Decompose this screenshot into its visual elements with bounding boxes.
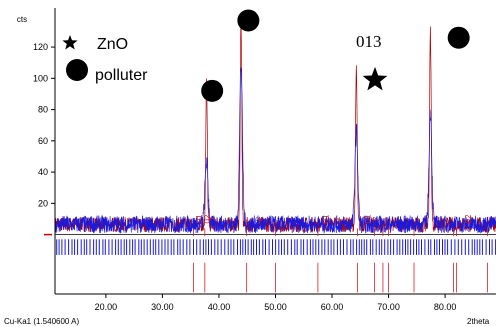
label-layer: ZnO polluter 013 [62,9,470,102]
y-tick-label: 100 [33,73,48,83]
x-tick-label: 30.00 [151,302,174,312]
x-tick-label: 70.00 [377,302,400,312]
x-tick-label: 60.00 [321,302,344,312]
y-axis-unit-label: cts [17,15,27,24]
y-tick-label: 60 [38,136,48,146]
reference-label: 2 [371,216,380,221]
x-tick-label: 40.00 [208,302,231,312]
reference-label: 01 [363,214,372,223]
x-tick-label: 20.00 [95,302,118,312]
legend-label-zno: ZnO [97,36,128,53]
x-tick-label: 80.00 [434,302,457,312]
x-tick-label: 50.00 [264,302,287,312]
peak-circle-icon [447,26,470,49]
peak-circle-icon [201,79,224,102]
legend-label-polluter: polluter [95,67,148,84]
peak-circle-icon [237,9,260,32]
y-tick-label: 40 [38,167,48,177]
legend-star-icon [62,35,78,50]
reference-label: 1 [333,216,342,221]
y-tick-label: 80 [38,105,48,115]
x-axis-label-right: 2theta [467,317,490,326]
annotation-text: 013 [356,32,382,51]
reference-label: 2 [254,216,263,221]
peak-star-icon [362,66,388,91]
x-axis-label-left: Cu-Ka1 (1.540600 A) [4,317,79,326]
reference-label: 02 [464,214,473,223]
y-tick-label: 120 [33,42,48,52]
reference-label: 01 [195,214,204,223]
y-tick-label: 20 [38,198,48,208]
reference-label: 01 [322,214,331,223]
reference-label: 02 [203,214,212,223]
fit-pattern-line [55,67,496,234]
axis-layer: 20 40 60 80 100 120 20.00 30.00 40.00 50.00 60.00 7… [4,8,496,326]
legend-circle-icon [66,59,88,81]
reference-label: 1 [207,216,216,221]
